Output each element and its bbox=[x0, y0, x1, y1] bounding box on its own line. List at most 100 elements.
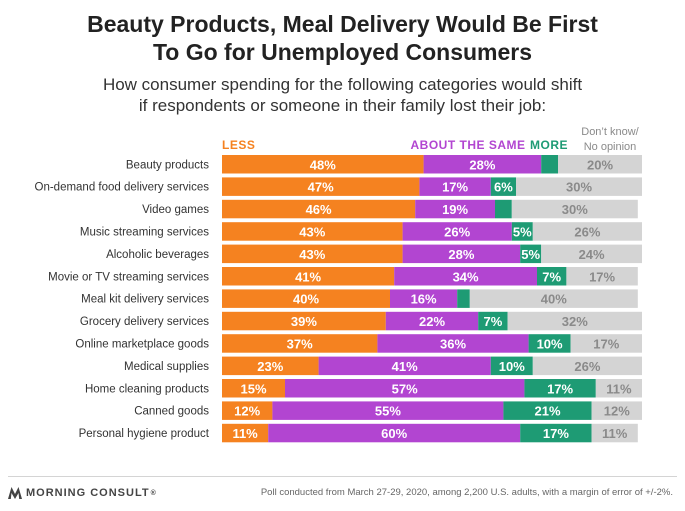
data-label-more: 7% bbox=[542, 269, 561, 284]
bar-segment-dont-know bbox=[591, 401, 642, 420]
stacked-bar-chart: LESS ABOUT THE SAME MORE Don’t know/No opin… bbox=[35, 126, 642, 443]
data-label-same: 55% bbox=[375, 404, 401, 419]
bar-segment-dont-know bbox=[558, 155, 642, 174]
category-label: Canned goods bbox=[134, 406, 209, 418]
bar-segment-more bbox=[478, 311, 508, 331]
data-label-less: 23% bbox=[257, 359, 283, 374]
data-label-same: 19% bbox=[442, 202, 468, 217]
title-line-1: Beauty Products, Meal Delivery Would Be … bbox=[87, 11, 598, 37]
category-label: Home cleaning products bbox=[85, 383, 209, 395]
data-label-more: 10% bbox=[499, 359, 525, 374]
bar-segment-more bbox=[524, 379, 596, 398]
bar-segment-less bbox=[222, 334, 378, 353]
brand-registered-mark: ® bbox=[150, 489, 157, 497]
data-label-dont-know: 30% bbox=[566, 180, 592, 195]
bar-segment-more bbox=[457, 289, 470, 308]
bar-segment-same bbox=[377, 334, 529, 353]
bar-segment-dont-know bbox=[532, 222, 642, 241]
morning-consult-logo-icon bbox=[8, 487, 22, 499]
legend-about-the-same: ABOUT THE SAME bbox=[411, 138, 526, 152]
bar-segment-less bbox=[222, 356, 319, 376]
bar-segment-same bbox=[402, 244, 521, 264]
data-label-same: 60% bbox=[381, 426, 407, 441]
data-label-less: 41% bbox=[295, 269, 321, 284]
chart-title: Beauty Products, Meal Delivery Would Be … bbox=[0, 10, 685, 66]
bar-segment-dont-know bbox=[516, 177, 642, 196]
data-label-same: 36% bbox=[440, 336, 466, 351]
data-label-more: 17% bbox=[543, 426, 569, 441]
data-label-more: 21% bbox=[534, 404, 560, 419]
bar-segment-less bbox=[222, 222, 403, 241]
bar-segment-dont-know bbox=[541, 244, 642, 264]
category-label: Alcoholic beverages bbox=[106, 249, 209, 261]
bar-segment-same bbox=[318, 356, 491, 376]
bar-segment-dont-know bbox=[570, 334, 642, 353]
bar-segment-less bbox=[222, 199, 416, 219]
data-label-less: 46% bbox=[306, 202, 332, 217]
bar-segment-less bbox=[222, 177, 420, 196]
bar-segment-more bbox=[541, 155, 558, 174]
data-label-more: 6% bbox=[494, 180, 513, 195]
category-label: Music streaming services bbox=[80, 226, 209, 238]
subtitle-line-2: if respondents or someone in their famil… bbox=[138, 96, 547, 115]
bar-segment-dont-know bbox=[507, 311, 642, 331]
data-label-less: 48% bbox=[310, 157, 336, 172]
bar-segment-more bbox=[537, 267, 567, 286]
brand-name: MORNING CONSULT bbox=[26, 487, 150, 499]
data-label-dont-know: 26% bbox=[574, 359, 600, 374]
category-label: Beauty products bbox=[126, 159, 209, 171]
bar-segment-more bbox=[520, 423, 592, 443]
bar-segment-less bbox=[222, 267, 395, 286]
bar-segment-same bbox=[385, 311, 479, 331]
bar-segment-same bbox=[272, 401, 504, 420]
bar-segment-same bbox=[419, 177, 491, 196]
category-label: Meal kit delivery services bbox=[81, 294, 209, 306]
bar-segment-less bbox=[222, 423, 269, 443]
bar-segment-less bbox=[222, 244, 403, 264]
legend-dont-know-line-1: Don’t know/ bbox=[581, 126, 639, 138]
bar-segment-less bbox=[222, 379, 285, 398]
bar-segment-same bbox=[285, 379, 525, 398]
bar-segment-more bbox=[490, 177, 516, 196]
bar-segment-same bbox=[423, 155, 542, 174]
data-label-more: 5% bbox=[521, 247, 540, 262]
bar-segment-same bbox=[415, 199, 495, 219]
category-label: Grocery delivery services bbox=[80, 316, 209, 328]
data-label-same: 16% bbox=[411, 292, 437, 307]
data-label-dont-know: 32% bbox=[562, 314, 588, 329]
bar-segment-more bbox=[520, 244, 542, 264]
data-label-same: 22% bbox=[419, 314, 445, 329]
category-label: Video games bbox=[142, 204, 209, 216]
bar-segment-same bbox=[268, 423, 521, 443]
data-label-more: 7% bbox=[484, 314, 503, 329]
data-label-same: 26% bbox=[444, 224, 470, 239]
data-label-dont-know: 30% bbox=[562, 202, 588, 217]
data-label-less: 40% bbox=[293, 292, 319, 307]
data-label-less: 39% bbox=[291, 314, 317, 329]
bar-segment-same bbox=[390, 289, 458, 308]
bar-segment-more bbox=[511, 222, 533, 241]
data-label-less: 47% bbox=[308, 180, 334, 195]
bar-segment-dont-know bbox=[591, 423, 638, 443]
data-label-dont-know: 12% bbox=[604, 404, 630, 419]
data-label-dont-know: 20% bbox=[587, 157, 613, 172]
bar-segment-dont-know bbox=[469, 289, 638, 308]
data-label-same: 57% bbox=[392, 381, 418, 396]
data-label-dont-know: 17% bbox=[593, 336, 619, 351]
subtitle-line-1: How consumer spending for the following … bbox=[102, 75, 583, 94]
data-label-dont-know: 17% bbox=[589, 269, 615, 284]
data-label-same: 17% bbox=[442, 180, 468, 195]
data-label-less: 15% bbox=[240, 381, 266, 396]
data-label-more: 10% bbox=[537, 336, 563, 351]
category-label: Medical supplies bbox=[124, 361, 209, 373]
bar-segment-more bbox=[503, 401, 592, 420]
data-label-dont-know: 11% bbox=[602, 426, 628, 441]
bar-segment-same bbox=[394, 267, 537, 286]
legend-less: LESS bbox=[222, 138, 255, 152]
footer-divider bbox=[8, 476, 677, 477]
bar-segment-more bbox=[495, 199, 512, 219]
bar-segment-less bbox=[222, 289, 390, 308]
data-label-dont-know: 40% bbox=[541, 292, 567, 307]
data-label-more: 17% bbox=[547, 381, 573, 396]
bar-segment-same bbox=[402, 222, 512, 241]
